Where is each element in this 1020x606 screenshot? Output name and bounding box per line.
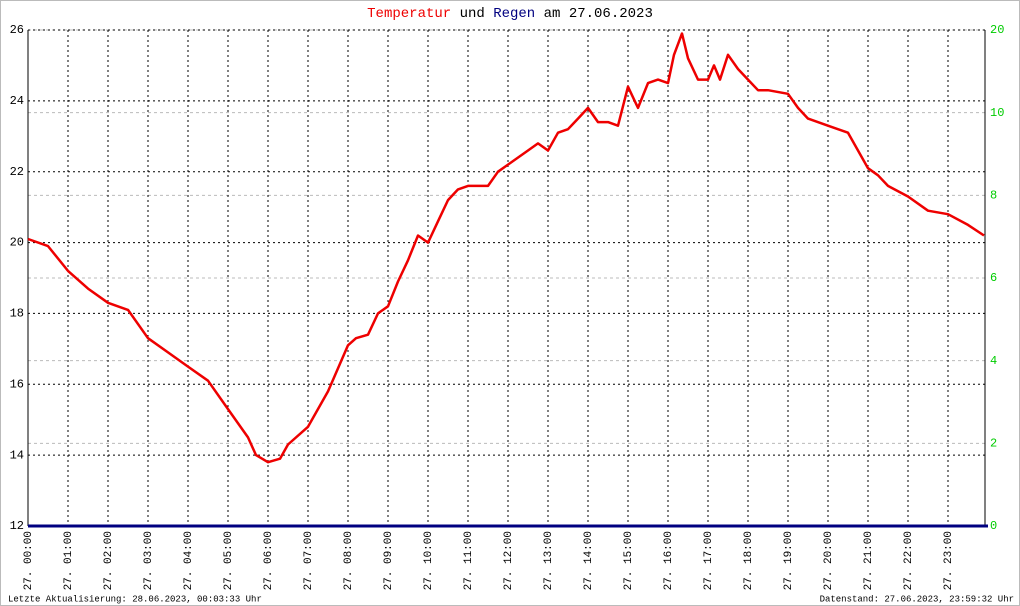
- title-regen: Regen: [493, 6, 535, 22]
- y2-tick-label: 8: [990, 189, 997, 203]
- x-tick-label: 27. 23:00: [943, 531, 955, 590]
- x-tick-label: 27. 02:00: [103, 531, 115, 590]
- x-tick-label: 27. 21:00: [863, 531, 875, 590]
- y-tick-label: 18: [10, 307, 24, 321]
- x-tick-label: 27. 17:00: [703, 531, 715, 590]
- x-tick-label: 27. 06:00: [263, 531, 275, 590]
- x-tick-label: 27. 13:00: [543, 531, 555, 590]
- x-tick-label: 27. 05:00: [223, 531, 235, 590]
- x-tick-label: 27. 00:00: [23, 531, 35, 590]
- footer-left: Letzte Aktualisierung: 28.06.2023, 00:03…: [8, 594, 262, 604]
- y-tick-label: 26: [10, 23, 24, 37]
- y-tick-label: 16: [10, 377, 24, 391]
- x-tick-label: 27. 08:00: [343, 531, 355, 590]
- x-tick-label: 27. 16:00: [663, 531, 675, 590]
- x-tick-label: 27. 20:00: [823, 531, 835, 590]
- y-tick-label: 14: [10, 448, 24, 462]
- x-tick-label: 27. 07:00: [303, 531, 315, 590]
- title-temperatur: Temperatur: [367, 6, 451, 22]
- x-tick-label: 27. 10:00: [423, 531, 435, 590]
- y2-tick-label: 4: [990, 354, 997, 368]
- x-tick-label: 27. 19:00: [783, 531, 795, 590]
- x-tick-label: 27. 12:00: [503, 531, 515, 590]
- y-tick-label: 22: [10, 165, 24, 179]
- x-tick-label: 27. 11:00: [463, 531, 475, 590]
- y2-tick-label: 20: [990, 23, 1004, 37]
- y2-tick-label: 10: [990, 106, 1004, 120]
- y-tick-label: 12: [10, 519, 24, 533]
- title-date: am 27.06.2023: [544, 6, 653, 22]
- x-tick-label: 27. 15:00: [623, 531, 635, 590]
- x-tick-label: 27. 14:00: [583, 531, 595, 590]
- title-und: und: [460, 6, 485, 22]
- x-tick-label: 27. 04:00: [183, 531, 195, 590]
- y-tick-label: 24: [10, 94, 24, 108]
- y2-tick-label: 6: [990, 271, 997, 285]
- y2-tick-label: 0: [990, 519, 997, 533]
- y-tick-label: 20: [10, 236, 24, 250]
- x-tick-label: 27. 01:00: [63, 531, 75, 590]
- chart-title: Temperatur und Regen am 27.06.2023: [367, 6, 653, 22]
- x-tick-label: 27. 18:00: [743, 531, 755, 590]
- series-line: [27, 32, 985, 464]
- x-tick-label: 27. 03:00: [143, 531, 155, 590]
- footer-right: Datenstand: 27.06.2023, 23:59:32 Uhr: [820, 594, 1014, 604]
- x-tick-label: 27. 22:00: [903, 531, 915, 590]
- x-tick-label: 27. 09:00: [383, 531, 395, 590]
- y2-tick-label: 2: [990, 437, 997, 451]
